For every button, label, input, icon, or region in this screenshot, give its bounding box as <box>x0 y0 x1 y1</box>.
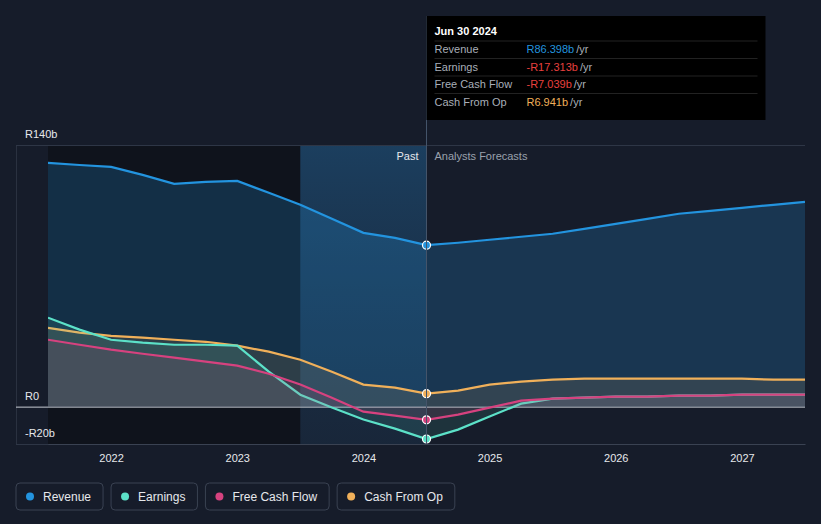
x-tick: 2027 <box>730 444 754 464</box>
grid-line <box>16 145 805 146</box>
legend-box[interactable] <box>337 483 455 510</box>
x-tick-label: 2023 <box>226 452 250 464</box>
tooltip-box <box>427 16 766 120</box>
legend-item[interactable]: Free Cash Flow <box>205 483 329 510</box>
tooltip: Jun 30 2024 Revenue R86.398b/yr Earnings -R1… <box>427 16 766 120</box>
legend-label: Earnings <box>138 490 185 504</box>
legend-swatch <box>215 493 223 501</box>
grid-line <box>16 444 805 445</box>
tooltip-value-unit: /yr <box>580 61 593 73</box>
legend-swatch <box>347 493 355 501</box>
tooltip-title: Jun 30 2024 <box>435 25 498 37</box>
past-label: Past <box>396 150 418 162</box>
tooltip-value: -R7.039b/yr <box>527 78 587 90</box>
legend-box[interactable] <box>205 483 329 510</box>
tooltip-divider <box>435 93 758 94</box>
background <box>0 0 821 524</box>
y-tick-label: R0 <box>25 390 39 402</box>
x-tick: 2024 <box>352 444 376 464</box>
x-tick-label: 2026 <box>604 452 628 464</box>
legend-swatch <box>121 493 129 501</box>
tooltip-value-unit: /yr <box>576 43 589 55</box>
y-tick: R140b <box>16 128 805 145</box>
x-tick: 2026 <box>604 444 628 464</box>
tooltip-value-number: R6.941b <box>527 96 569 108</box>
x-tick: 2022 <box>99 444 123 464</box>
legend-box[interactable] <box>111 483 197 510</box>
tooltip-value-unit: /yr <box>574 78 587 90</box>
x-tick-label: 2025 <box>478 452 502 464</box>
tooltip-value-unit: /yr <box>570 96 583 108</box>
legend-box[interactable] <box>16 483 103 510</box>
tooltip-divider <box>435 76 758 77</box>
x-tick-label: 2022 <box>99 452 123 464</box>
tooltip-value: -R17.313b/yr <box>527 61 593 73</box>
chart: -R20b R0 R140b 2022 2023 2024 2025 2026 2027 Past… <box>0 0 821 524</box>
legend-item[interactable]: Earnings <box>111 483 197 510</box>
tooltip-value-number: R86.398b <box>527 43 575 55</box>
tooltip-label: Earnings <box>435 61 479 73</box>
tooltip-label: Free Cash Flow <box>435 78 513 90</box>
tooltip-divider <box>435 41 758 42</box>
legend-label: Free Cash Flow <box>232 490 317 504</box>
legend-item[interactable]: Cash From Op <box>337 483 455 510</box>
x-tick-label: 2024 <box>352 452 376 464</box>
y-axis: -R20b R0 R140b <box>16 128 805 444</box>
x-tick: 2025 <box>478 444 502 464</box>
legend-swatch <box>26 493 34 501</box>
legend-item[interactable]: Revenue <box>16 483 103 510</box>
tooltip-value: R6.941b/yr <box>527 96 583 108</box>
legend-label: Cash From Op <box>364 490 443 504</box>
y-tick-label: -R20b <box>25 427 55 439</box>
tooltip-value: R86.398b/yr <box>527 43 589 55</box>
tooltip-label: Cash From Op <box>435 96 507 108</box>
x-axis-line <box>49 444 806 445</box>
tooltip-label: Revenue <box>435 43 479 55</box>
x-axis: 2022 2023 2024 2025 2026 2027 <box>49 444 806 464</box>
x-tick: 2023 <box>226 444 250 464</box>
forecast-label: Analysts Forecasts <box>435 150 528 162</box>
legend-label: Revenue <box>43 490 91 504</box>
tooltip-divider <box>435 58 758 59</box>
y-axis-line <box>17 146 806 445</box>
tooltip-value-number: -R7.039b <box>527 78 572 90</box>
tooltip-value-number: -R17.313b <box>527 61 578 73</box>
x-tick-label: 2027 <box>730 452 754 464</box>
y-tick-label: R140b <box>25 128 57 140</box>
legend: Revenue Earnings Free Cash Flow Cash From O… <box>16 483 455 510</box>
